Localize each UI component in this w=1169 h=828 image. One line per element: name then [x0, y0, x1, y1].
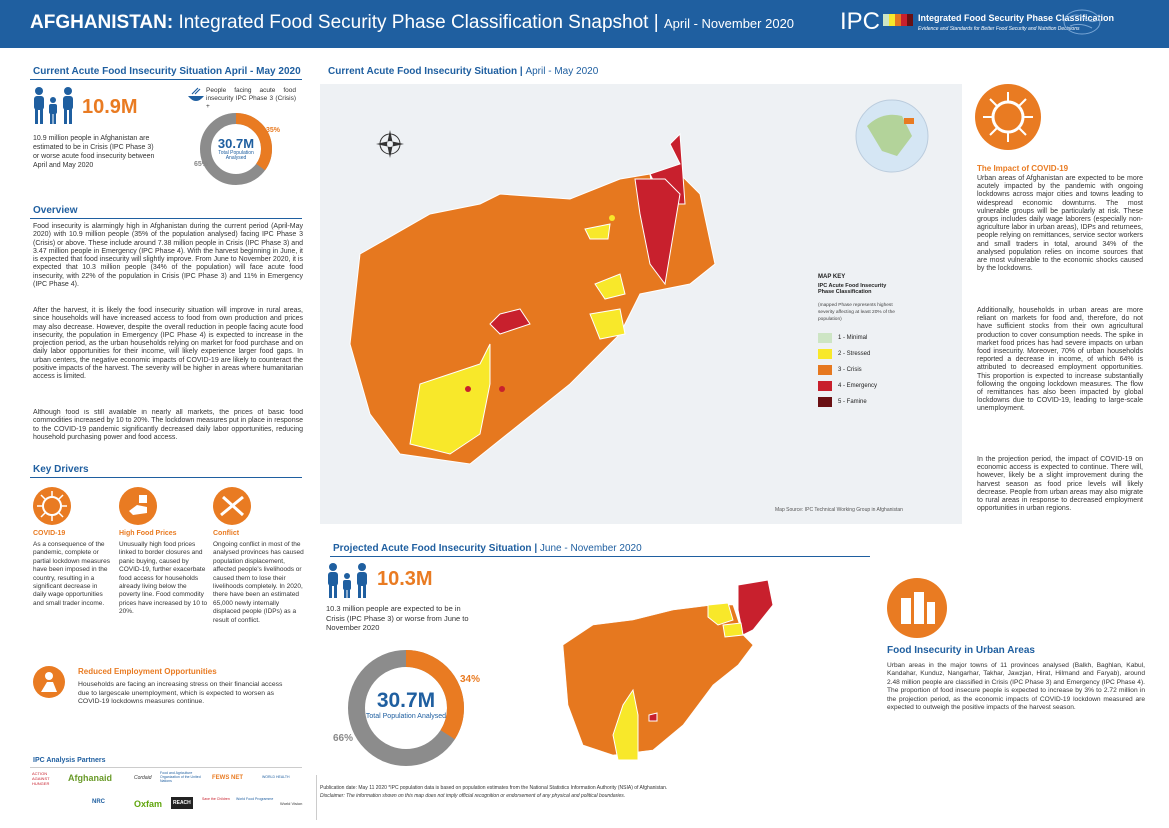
map-key-subtitle: IPC Acute Food Insecurity Phase Classifi… [818, 283, 887, 295]
projected-text: 10.3 million people are expected to be i… [326, 604, 469, 632]
donut-center: 30.7M Total Population Analysed [365, 689, 447, 720]
legend-swatch [818, 397, 832, 407]
covid-p1: Urban areas of Afghanistan are expected … [977, 175, 1143, 273]
current-pct-b: 65% [194, 161, 209, 168]
current-donut-chart [200, 113, 272, 185]
current-situation-title: Current Acute Food Insecurity Situation … [33, 66, 301, 77]
map-legend: 1 - Minimal 2 - Stressed 3 - Crisis 4 - … [818, 333, 877, 407]
people-icon [34, 87, 73, 124]
partner-logo: Food and Agriculture Organization of the… [160, 771, 201, 783]
current-pct-a: 35% [266, 127, 281, 134]
map-key-title: MAP KEY [818, 274, 846, 280]
globe-icon [1063, 9, 1101, 35]
reduced-employment-text: Households are facing an increasing stre… [78, 681, 283, 705]
divider [30, 218, 302, 219]
partner-logo: World Vision [280, 801, 303, 806]
projected-figure: 10.3M [377, 568, 433, 590]
partners-title: IPC Analysis Partners [33, 757, 106, 764]
donut-share-arc [200, 113, 272, 185]
covid-icon [33, 487, 71, 525]
reduced-employment-title: Reduced Employment Opportunities [78, 667, 217, 676]
projected-title: Projected Acute Food Insecurity Situatio… [333, 543, 642, 554]
city-buildings-icon [887, 578, 947, 638]
donut-label: People facing acute food insecurity IPC … [206, 87, 296, 110]
legend-label: 1 - Minimal [838, 335, 868, 341]
legend-swatch [818, 349, 832, 359]
projected-pct-b: 66% [333, 733, 354, 744]
world-globe-icon [855, 99, 929, 173]
disclaimer: Disclaimer: The information shown on thi… [320, 793, 626, 799]
employment-icon [33, 666, 65, 698]
legend-label: 2 - Stressed [838, 351, 871, 357]
ipc-name: Integrated Food Security Phase Classific… [918, 13, 1115, 23]
partner-logo: ACTION AGAINST HUNGER [32, 771, 50, 786]
covid-impact-title: The Impact of COVID-19 [977, 164, 1069, 173]
ipc-tagline: Evidence and Standards for Better Food S… [918, 26, 1080, 32]
afghanistan-map-current [349, 130, 716, 465]
divider [30, 767, 302, 768]
overview-p3: Although food is still available in near… [33, 409, 303, 441]
driver-prices-title: High Food Prices [119, 530, 177, 537]
legend-label: 3 - Crisis [838, 367, 862, 373]
current-map-title: Current Acute Food Insecurity Situation … [328, 66, 599, 77]
partner-logo: Afghanaid [68, 773, 112, 783]
partner-logo: NRC [92, 799, 105, 805]
page-title: AFGHANISTAN: Integrated Food Security Ph… [30, 12, 795, 33]
legend-swatch [818, 333, 832, 343]
partner-logo: World Food Programme [236, 797, 274, 801]
driver-prices-text: Unusually high food prices linked to bor… [119, 541, 208, 616]
current-map: MAP KEY IPC Acute Food Insecurity Phase … [320, 84, 962, 524]
partner-logo: Save the Children [202, 797, 230, 801]
afghanistan-map-projected [562, 579, 774, 761]
map-source: Map Source: IPC Technical Working Group … [775, 507, 903, 513]
donut-center: 30.7M Total Population Analysed [217, 136, 255, 161]
driver-covid-title: COVID-19 [33, 530, 66, 537]
legend-swatch [818, 381, 832, 391]
overview-p1: Food insecurity is alarmingly high in Af… [33, 223, 303, 289]
legend-label: 5 - Famine [838, 399, 867, 405]
overview-p2: After the harvest, it is likely the food… [33, 307, 303, 381]
covid-virus-icon [975, 84, 1041, 150]
divider [316, 775, 317, 820]
current-text: 10.9 million people in Afghanistan are e… [33, 135, 155, 169]
partner-logo: REACH [171, 797, 193, 809]
partner-logo: Oxfam [134, 799, 163, 809]
partner-logo: Cordaid [134, 775, 152, 781]
map-key-note: (mapped Phase represents highest severit… [818, 303, 895, 322]
legend-swatch [818, 365, 832, 375]
compass-icon [376, 130, 404, 158]
partner-logo: WORLD HEALTH [262, 775, 290, 779]
donut-share-arc [348, 650, 464, 766]
partner-logo: FEWS NET [212, 775, 243, 781]
people-icon [328, 563, 367, 598]
price-hand-icon [119, 487, 157, 525]
projected-pct-a: 34% [460, 674, 481, 685]
conflict-icon [213, 487, 251, 525]
ipc-phase-bars-icon [883, 14, 913, 26]
bowl-icon [188, 87, 204, 101]
divider [330, 556, 870, 557]
driver-covid-text: As a consequence of the pandemic, comple… [33, 541, 110, 607]
projected-map [553, 575, 778, 768]
divider [30, 477, 302, 478]
ipc-logo: IPC [840, 8, 881, 35]
publication-note: Publication date: May 11 2020 *IPC popul… [320, 785, 668, 791]
covid-p3: In the projection period, the impact of … [977, 456, 1143, 513]
driver-conflict-text: Ongoing conflict in most of the analysed… [213, 541, 304, 624]
overview-title: Overview [33, 205, 78, 216]
urban-title: Food Insecurity in Urban Areas [887, 645, 1035, 656]
urban-text: Urban areas in the major towns of 11 pro… [887, 662, 1145, 712]
header-bar: AFGHANISTAN: Integrated Food Security Ph… [0, 0, 1169, 48]
partner-logos: ACTION AGAINST HUNGER Afghanaid Cordaid … [32, 771, 312, 821]
driver-conflict-title: Conflict [213, 530, 240, 537]
legend-label: 4 - Emergency [838, 383, 878, 389]
divider [30, 79, 302, 80]
covid-p2: Additionally, households in urban areas … [977, 307, 1143, 413]
current-figure: 10.9M [82, 96, 138, 118]
key-drivers-title: Key Drivers [33, 464, 89, 475]
projected-donut-chart [348, 650, 464, 766]
